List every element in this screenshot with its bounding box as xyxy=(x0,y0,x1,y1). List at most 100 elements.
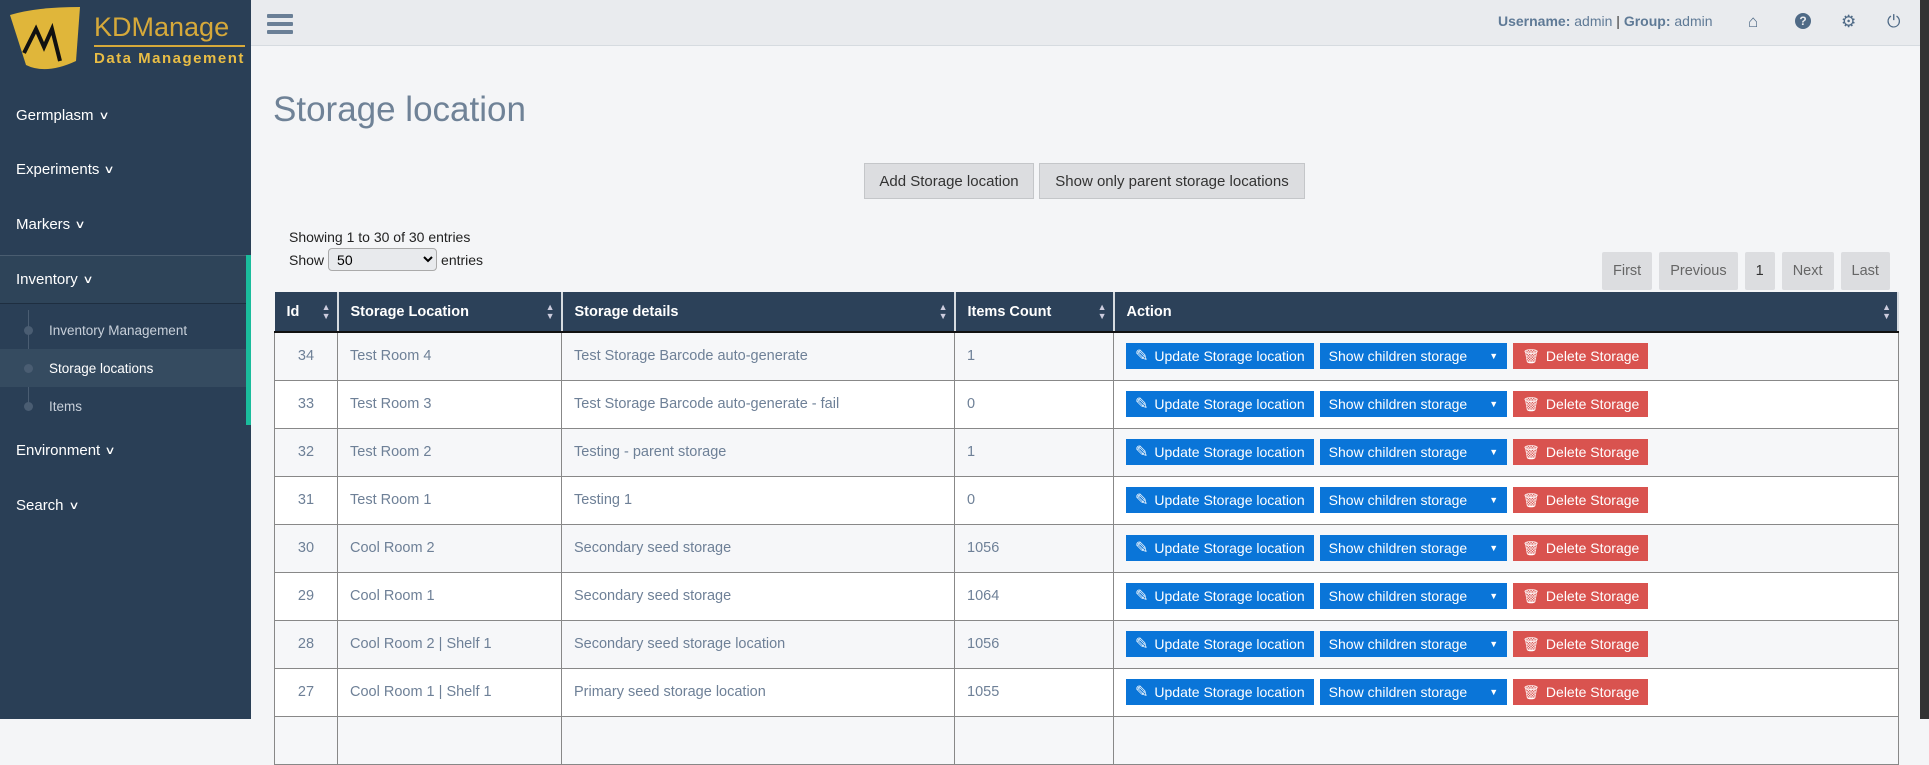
sidebar-subitem-storage-locations[interactable]: Storage locations xyxy=(0,349,246,387)
sidebar-item-experiments[interactable]: Experiments ∨ xyxy=(0,142,251,196)
add-storage-location-button[interactable]: Add Storage location xyxy=(864,163,1034,199)
cell-id: 28 xyxy=(274,620,338,669)
sidebar-item-inventory[interactable]: Inventory ∨ xyxy=(0,255,251,304)
first-page-button[interactable]: First xyxy=(1602,252,1653,290)
nav-label: Environment xyxy=(16,441,101,459)
show-children-storage-button[interactable]: Show children storage ▼ xyxy=(1319,343,1508,370)
power-icon[interactable]: ⏻ xyxy=(1887,12,1901,31)
cell-id: 32 xyxy=(274,428,338,477)
show-children-storage-button[interactable]: Show children storage ▼ xyxy=(1319,583,1508,609)
caret-down-icon: ▼ xyxy=(1489,687,1499,697)
cell-location: Test Room 3 xyxy=(337,380,562,429)
cell-id: 27 xyxy=(274,668,338,717)
sub-label: Inventory Management xyxy=(49,322,188,338)
delete-storage-button[interactable]: 🗑 Delete Storage xyxy=(1513,487,1649,513)
delete-storage-button[interactable]: 🗑 Delete Storage xyxy=(1513,679,1649,705)
col-id[interactable]: Id ▲ ▼ xyxy=(274,292,339,333)
cell-count: 1 xyxy=(954,428,1114,477)
col-storage-location[interactable]: Storage Location ▲ ▼ xyxy=(337,292,563,333)
sidebar: KDManage Data Management Germplasm ∨ Expe… xyxy=(0,0,251,719)
update-storage-button[interactable]: ✎ Update Storage location xyxy=(1126,391,1314,417)
sort-icon: ▲ ▼ xyxy=(938,302,948,321)
logo[interactable]: KDManage Data Management xyxy=(0,0,251,78)
sidebar-item-environment[interactable]: Environment ∨ xyxy=(0,423,251,477)
delete-storage-button[interactable]: 🗑 Delete Storage xyxy=(1513,343,1649,370)
table-row: 33 Test Room 3 Test Storage Barcode auto… xyxy=(274,380,1899,429)
gear-icon[interactable]: ⚙ xyxy=(1841,12,1857,31)
cell-action: ✎ Update Storage location Show children s… xyxy=(1113,620,1899,669)
show-children-storage-button[interactable]: Show children storage ▼ xyxy=(1319,679,1508,705)
table-row xyxy=(274,716,1899,765)
update-storage-button[interactable]: ✎ Update Storage location xyxy=(1126,583,1314,609)
page-1-button[interactable]: 1 xyxy=(1744,252,1775,290)
table-row: 34 Test Room 4 Test Storage Barcode auto… xyxy=(274,332,1899,381)
sidebar-subitem-inventory-management[interactable]: Inventory Management xyxy=(0,311,246,349)
caret-down-icon: ▼ xyxy=(1489,447,1499,457)
cell-id: 33 xyxy=(274,380,338,429)
trash-icon: 🗑 xyxy=(1522,683,1540,700)
cell-id: 31 xyxy=(274,476,338,525)
user-info: Username: admin | Group: admin xyxy=(1498,13,1713,29)
caret-down-icon: ▼ xyxy=(1489,639,1499,649)
page-length-control: Show 50 entries xyxy=(289,248,483,271)
cell-id: 30 xyxy=(274,524,338,573)
cell-action: ✎ Update Storage location Show children s… xyxy=(1113,332,1899,381)
col-storage-details[interactable]: Storage details ▲ ▼ xyxy=(561,292,956,333)
home-icon[interactable]: ⌂ xyxy=(1748,12,1759,31)
caret-down-icon: ▼ xyxy=(1489,351,1499,362)
delete-storage-button[interactable]: 🗑 Delete Storage xyxy=(1513,535,1649,561)
cell-action: ✎ Update Storage location Show children s… xyxy=(1113,476,1899,525)
update-storage-button[interactable]: ✎ Update Storage location xyxy=(1126,343,1314,370)
group-label: Group: xyxy=(1623,13,1671,29)
show-children-storage-button[interactable]: Show children storage ▼ xyxy=(1319,535,1508,561)
trash-icon: 🗑 xyxy=(1522,395,1540,412)
sidebar-item-germplasm[interactable]: Germplasm ∨ xyxy=(0,88,251,142)
edit-icon: ✎ xyxy=(1135,540,1149,557)
delete-storage-button[interactable]: 🗑 Delete Storage xyxy=(1513,631,1649,657)
show-children-storage-button[interactable]: Show children storage ▼ xyxy=(1319,439,1508,465)
sidebar-item-search[interactable]: Search ∨ xyxy=(0,478,251,532)
nav-label: Markers xyxy=(16,215,71,233)
help-icon[interactable]: ? xyxy=(1795,13,1811,29)
col-items-count[interactable]: Items Count ▲ ▼ xyxy=(954,292,1115,333)
cell-location: Test Room 4 xyxy=(337,332,562,381)
cell-details: Secondary seed storage location xyxy=(561,620,955,669)
show-parent-storage-button[interactable]: Show only parent storage locations xyxy=(1039,163,1305,199)
next-page-button[interactable]: Next xyxy=(1781,252,1834,290)
cell-details: Testing 1 xyxy=(561,476,955,525)
cell-id: 34 xyxy=(274,332,338,381)
show-children-storage-button[interactable]: Show children storage ▼ xyxy=(1319,487,1508,513)
show-children-storage-button[interactable]: Show children storage ▼ xyxy=(1319,631,1508,657)
cell-count: 1056 xyxy=(954,620,1114,669)
page-length-select[interactable]: 50 xyxy=(328,248,438,271)
table-row: 29 Cool Room 1 Secondary seed storage 10… xyxy=(274,572,1899,621)
delete-storage-button[interactable]: 🗑 Delete Storage xyxy=(1513,439,1649,465)
col-action[interactable]: Action ▲ ▼ xyxy=(1113,292,1899,333)
update-storage-button[interactable]: ✎ Update Storage location xyxy=(1126,535,1314,561)
sidebar-item-markers[interactable]: Markers ∨ xyxy=(0,197,251,251)
show-children-storage-button[interactable]: Show children storage ▼ xyxy=(1319,391,1508,417)
last-page-button[interactable]: Last xyxy=(1840,252,1890,290)
previous-page-button[interactable]: Previous xyxy=(1659,252,1738,290)
bullet-icon xyxy=(24,363,33,373)
entries-label: entries xyxy=(441,251,484,268)
cell-count: 1056 xyxy=(954,524,1114,573)
storage-table: Id ▲ ▼ Storage Location ▲ ▼ Storage details ▲… xyxy=(274,292,1899,765)
edit-icon: ✎ xyxy=(1135,492,1149,509)
cell-details: Test Storage Barcode auto-generate - fai… xyxy=(561,380,955,429)
update-storage-button[interactable]: ✎ Update Storage location xyxy=(1126,439,1314,465)
delete-storage-button[interactable]: 🗑 Delete Storage xyxy=(1513,583,1649,609)
brand-name: KDManage xyxy=(94,12,245,47)
chevron-down-icon: ∨ xyxy=(82,274,94,286)
update-storage-button[interactable]: ✎ Update Storage location xyxy=(1126,487,1314,513)
update-storage-button[interactable]: ✎ Update Storage location xyxy=(1126,679,1314,705)
hamburger-menu-icon[interactable] xyxy=(267,14,293,38)
cell-count: 1 xyxy=(954,332,1114,381)
cell-location: Cool Room 1 xyxy=(337,572,562,621)
table-row: 28 Cool Room 2 | Shelf 1 Secondary seed … xyxy=(274,620,1899,669)
update-storage-button[interactable]: ✎ Update Storage location xyxy=(1126,631,1314,657)
delete-storage-button[interactable]: 🗑 Delete Storage xyxy=(1513,391,1649,417)
sidebar-subitem-items[interactable]: Items xyxy=(0,387,246,425)
entries-info: Showing 1 to 30 of 30 entries xyxy=(289,229,471,245)
scrollbar[interactable] xyxy=(1920,0,1929,719)
